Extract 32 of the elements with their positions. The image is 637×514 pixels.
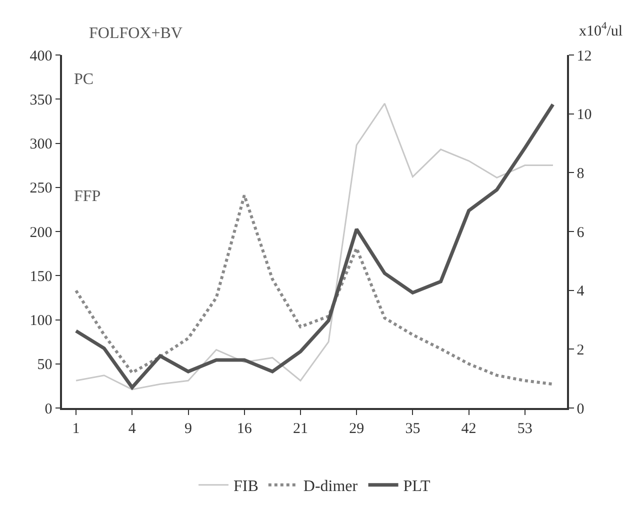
x-tick-label: 1 [72,420,80,437]
x-tick-label: 16 [236,420,252,437]
y2-tick-label: 0 [576,401,584,418]
x-tick-label: 35 [405,420,420,437]
y-tick-label: 200 [30,224,52,241]
legend-label: D-dimer [303,478,358,496]
y-tick-label: 300 [30,136,52,152]
x-tick-label: 42 [461,420,476,437]
x-tick-label: 4 [128,420,136,437]
annotation: PC [74,71,94,88]
x-tick-label: 21 [292,420,308,437]
y-tick-label: 350 [30,92,52,108]
y-tick-label: 100 [30,313,52,329]
x-tick-label: 29 [349,420,364,437]
y2-tick-label: 8 [576,166,584,182]
y-tick-label: 150 [30,268,52,285]
y2-tick-label: 10 [576,107,592,124]
text: FOLFOX+BV [89,25,183,42]
y2-tick-label: 12 [576,48,592,64]
y2-tick-label: 2 [576,342,584,358]
legend-label: FIB [234,478,258,496]
annotation: FFP [74,188,101,205]
y-tick-label: 400 [30,48,52,64]
y-tick-label: 0 [44,401,52,418]
y2-tick-label: 6 [576,224,585,241]
x-tick-label: 53 [517,420,532,437]
y-tick-label: 50 [37,357,52,374]
y-tick-label: 250 [30,180,52,197]
y2-axis-title: x10$^{4}$/ul [579,21,623,40]
x-tick-label: 9 [184,420,192,437]
legend-label: PLT [403,478,430,496]
y2-tick-label: 4 [576,284,585,300]
